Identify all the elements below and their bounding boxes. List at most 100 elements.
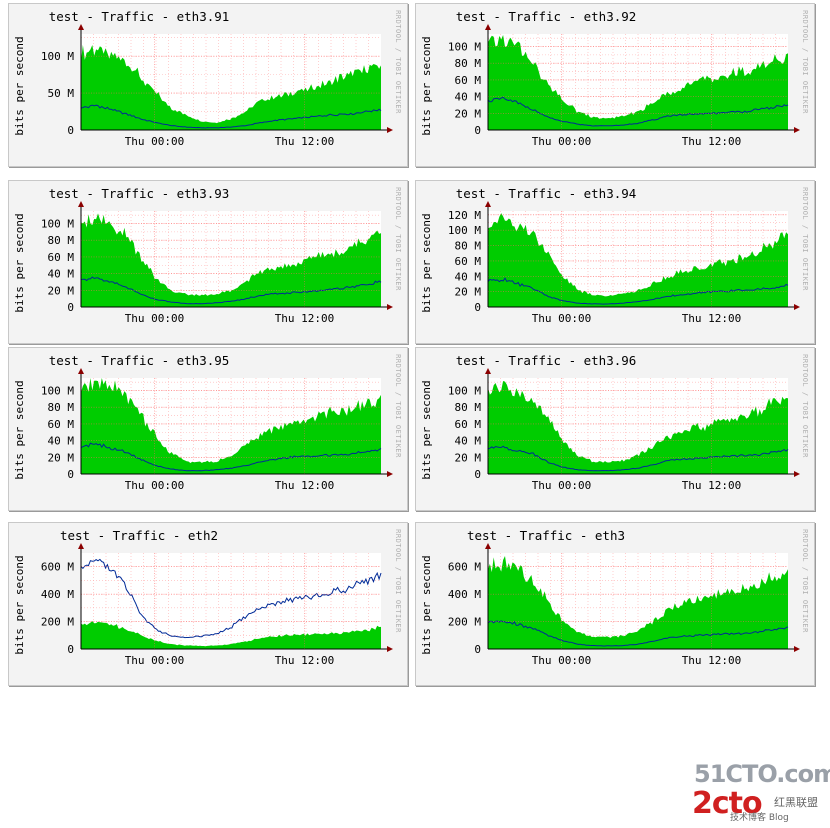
x-axis-arrow-icon [794, 471, 800, 477]
y-tick-label: 20 M [455, 286, 482, 299]
y-axis-arrow-icon [78, 24, 84, 30]
series-area [488, 213, 788, 307]
y-tick-label: 40 M [48, 268, 75, 281]
x-axis-arrow-icon [387, 471, 393, 477]
y-tick-label: 40 M [455, 435, 482, 448]
series-area [488, 556, 788, 649]
graph-title: test - Traffic - eth3.96 [456, 353, 637, 368]
y-axis-label: bits per second [13, 213, 26, 312]
y-tick-label: 60 M [455, 255, 482, 268]
y-axis-label: bits per second [420, 213, 433, 312]
y-tick-label: 100 M [41, 50, 74, 63]
y-axis-arrow-icon [78, 368, 84, 374]
y-tick-label: 100 M [41, 218, 74, 231]
y-tick-label: 40 M [48, 435, 75, 448]
series-line [80, 442, 382, 472]
traffic-graph-svg: test - Traffic - eth3.92 bits per second R… [420, 9, 809, 148]
y-tick-label: 0 [474, 301, 481, 314]
watermark-line1: 51CTO.com [694, 760, 830, 788]
x-tick-label: Thu 12:00 [275, 654, 335, 667]
axes [487, 205, 796, 308]
rrdtool-credit: RRDTOOL / TOBI OETIKER [394, 10, 402, 114]
y-axis-arrow-icon [485, 201, 491, 207]
x-tick-label: Thu 00:00 [125, 135, 185, 148]
x-tick-label: Thu 12:00 [682, 654, 742, 667]
y-axis-label: bits per second [13, 380, 26, 479]
y-tick-label: 100 M [41, 385, 74, 398]
traffic-graph-panel: test - Traffic - eth2 bits per second RRDT… [8, 522, 408, 686]
x-tick-label: Thu 12:00 [275, 479, 335, 492]
x-tick-label: Thu 12:00 [682, 135, 742, 148]
graph-title: test - Traffic - eth3.94 [456, 186, 637, 201]
axes [80, 205, 389, 308]
traffic-graph-panel: test - Traffic - eth3 bits per second RRDT… [415, 522, 815, 686]
y-axis-arrow-icon [78, 201, 84, 207]
axes [487, 372, 796, 475]
y-tick-label: 600 M [41, 561, 74, 574]
y-tick-label: 60 M [48, 418, 75, 431]
rrdtool-credit: RRDTOOL / TOBI OETIKER [801, 10, 809, 114]
traffic-graph-panel: test - Traffic - eth3.95 bits per second R… [8, 347, 408, 511]
series-line [487, 620, 789, 647]
traffic-graph-svg: test - Traffic - eth3.95 bits per second R… [13, 353, 402, 492]
rrdtool-credit: RRDTOOL / TOBI OETIKER [394, 529, 402, 633]
x-tick-label: Thu 00:00 [532, 135, 592, 148]
y-tick-label: 400 M [448, 588, 481, 601]
series-line [487, 277, 789, 305]
x-axis-arrow-icon [387, 304, 393, 310]
y-tick-label: 50 M [48, 87, 75, 100]
rrdtool-credit: RRDTOOL / TOBI OETIKER [801, 187, 809, 291]
series-line [487, 445, 789, 472]
traffic-graph-svg: test - Traffic - eth3 bits per second RRDT… [420, 528, 809, 667]
traffic-graph-svg: test - Traffic - eth3.94 bits per second R… [420, 186, 809, 325]
y-tick-label: 80 M [455, 401, 482, 414]
major-grid [81, 34, 381, 130]
series-area [488, 381, 788, 474]
traffic-graph-panel: test - Traffic - eth3.92 bits per second R… [415, 3, 815, 167]
y-axis-label: bits per second [13, 555, 26, 654]
x-tick-label: Thu 12:00 [275, 135, 335, 148]
axes [487, 28, 796, 131]
graph-title: test - Traffic - eth3.93 [49, 186, 230, 201]
rrdtool-credit: RRDTOOL / TOBI OETIKER [801, 354, 809, 458]
traffic-graph-panel: test - Traffic - eth3.96 bits per second R… [415, 347, 815, 511]
traffic-graph-panel: test - Traffic - eth3.91 bits per second R… [8, 3, 408, 167]
major-grid [81, 378, 381, 474]
axes [80, 372, 389, 475]
y-tick-label: 80 M [455, 240, 482, 253]
y-tick-label: 0 [474, 468, 481, 481]
series-area [81, 44, 381, 130]
axes [487, 547, 796, 650]
series-area [81, 378, 381, 474]
series-area [488, 35, 788, 130]
graph-title: test - Traffic - eth3 [467, 528, 625, 543]
x-axis-arrow-icon [387, 127, 393, 133]
traffic-graph-svg: test - Traffic - eth2 bits per second RRDT… [13, 528, 402, 667]
y-tick-label: 0 [67, 301, 74, 314]
x-tick-label: Thu 00:00 [125, 654, 185, 667]
series-line [487, 96, 789, 127]
watermark-caption: 技术博客 Blog [730, 813, 789, 823]
y-tick-label: 20 M [455, 451, 482, 464]
y-axis-arrow-icon [485, 24, 491, 30]
x-tick-label: Thu 00:00 [532, 654, 592, 667]
major-grid [488, 553, 788, 649]
graph-title: test - Traffic - eth2 [60, 528, 218, 543]
graph-title: test - Traffic - eth3.92 [456, 9, 637, 24]
rrdtool-credit: RRDTOOL / TOBI OETIKER [394, 354, 402, 458]
y-tick-label: 200 M [41, 616, 74, 629]
traffic-graph-panel: test - Traffic - eth3.94 bits per second R… [415, 180, 815, 344]
x-tick-label: Thu 12:00 [275, 312, 335, 325]
y-tick-label: 60 M [48, 251, 75, 264]
y-axis-label: bits per second [13, 36, 26, 135]
y-tick-label: 100 M [448, 224, 481, 237]
y-tick-label: 40 M [455, 270, 482, 283]
y-tick-label: 0 [474, 643, 481, 656]
watermark-line3: 红黑联盟 [774, 796, 818, 809]
x-tick-label: Thu 00:00 [125, 312, 185, 325]
y-axis-label: bits per second [420, 380, 433, 479]
y-axis-arrow-icon [78, 543, 84, 549]
watermark-line2: 2cto [692, 786, 763, 821]
y-axis-label: bits per second [420, 555, 433, 654]
graph-title: test - Traffic - eth3.91 [49, 9, 230, 24]
